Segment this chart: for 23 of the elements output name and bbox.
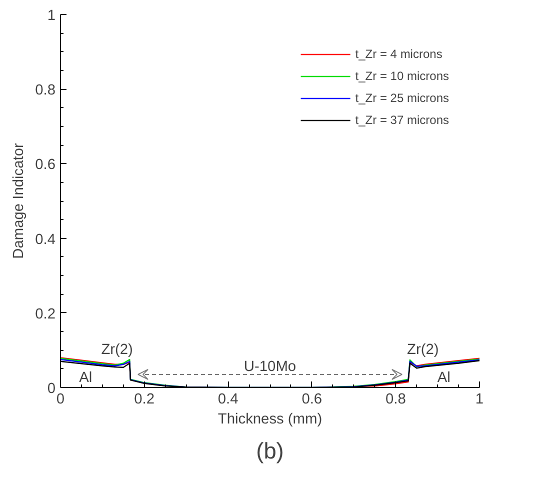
y-tick-label: 0.4	[35, 232, 56, 248]
legend-label: t_Zr = 10 microns	[355, 69, 449, 83]
y-axis-title: Damage Indicator	[11, 143, 28, 259]
x-axis-title: Thickness (mm)	[218, 412, 322, 428]
annotation: Zr(2)	[407, 342, 439, 358]
annotation: U-10Mo	[244, 358, 296, 375]
text: (b)	[256, 438, 284, 464]
legend-label: t_Zr = 37 microns	[355, 113, 449, 127]
x-tick-label: 0.2	[134, 392, 154, 408]
annotation: Al	[437, 370, 450, 386]
y-tick-label: 0	[47, 381, 56, 397]
x-tick-label: 1	[475, 392, 484, 408]
x-tick-label: 0.4	[218, 392, 238, 408]
y-tick-label: 0.2	[35, 306, 56, 322]
y-tick-label: 0.6	[35, 157, 56, 174]
x-tick-label: 0.8	[386, 392, 406, 408]
legend-label: t_Zr = 25 microns	[355, 91, 449, 105]
annotation: Al	[79, 370, 92, 386]
x-tick-label: 0.6	[302, 392, 322, 408]
y-tick-label: 0.8	[35, 82, 56, 99]
y-tick-label: 1	[47, 8, 56, 24]
annotation: Zr(2)	[101, 342, 133, 358]
legend-label: t_Zr = 4 microns	[355, 47, 442, 61]
